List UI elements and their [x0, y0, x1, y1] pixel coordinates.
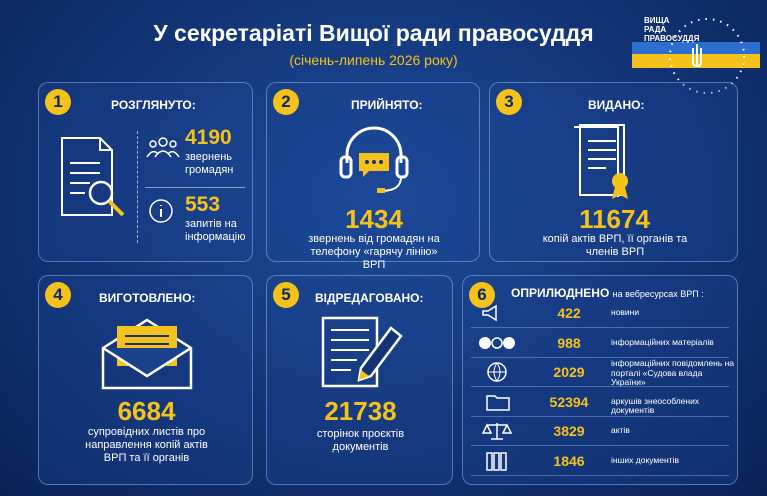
- card: 3 ВИДАНО: 11674 копій актів ВРП, її орга…: [489, 82, 738, 262]
- card: 2 ПРИЙНЯТО: 1434 звернень від громадян н…: [266, 82, 480, 271]
- row-value: 52394: [549, 393, 589, 410]
- row-icon: [482, 304, 497, 322]
- subtitle: (січень-липень 2026 року): [289, 52, 458, 68]
- headset-icon: [339, 126, 409, 193]
- publication-row: 422 новини: [471, 299, 729, 328]
- stat-text: звернень громадян: [185, 151, 234, 176]
- card-heading: ВИДАНО:: [588, 98, 645, 112]
- certificate-icon: [574, 124, 628, 199]
- badge: 2: [273, 89, 299, 115]
- publication-row: 988 інформаційних матеріалів: [471, 329, 729, 358]
- card: 1 РОЗГЛЯНУТО: 4190 звернень громадян 553…: [38, 82, 253, 262]
- row-icon: [481, 423, 513, 440]
- logo-line: ПРАВОСУДДЯ: [644, 34, 700, 43]
- info-icon: [149, 199, 173, 223]
- card-heading: ВІДРЕДАГОВАНО:: [315, 291, 424, 305]
- logo: ВИЩА РАДА ПРАВОСУДДЯ: [632, 12, 760, 98]
- row-icon: [487, 362, 507, 382]
- title: У секретаріаті Вищої ради правосуддя: [153, 20, 594, 46]
- row-text: новини: [611, 307, 640, 317]
- row-icon: [479, 336, 515, 349]
- publication-row: 1846 інших документів: [471, 447, 729, 476]
- stat-value: 21738: [324, 396, 397, 426]
- stat-value: 553: [185, 193, 221, 216]
- stat-text: сторінок проєктів документів: [316, 428, 405, 453]
- people-icon: [146, 137, 180, 158]
- stat-value: 11674: [579, 204, 650, 234]
- publication-row: 3829 актів: [471, 417, 729, 446]
- row-text: інформаційних повідомлень на порталі «Су…: [611, 358, 735, 387]
- stat-text: запитів на інформацію: [185, 218, 246, 243]
- badge: 1: [45, 89, 71, 115]
- row-text: актів: [611, 425, 630, 435]
- row-text: аркушів знеособлених документів: [611, 395, 700, 415]
- badge: 3: [496, 89, 522, 115]
- row-value: 988: [557, 334, 581, 351]
- badge: 5: [273, 282, 299, 308]
- row-text: інформаційних матеріалів: [611, 336, 714, 347]
- badge: 4: [45, 282, 71, 308]
- card-heading: ПРИЙНЯТО:: [351, 98, 423, 112]
- stat-text: копій актів ВРП, її органів та членів ВР…: [542, 233, 688, 258]
- row-value: 3829: [553, 423, 585, 439]
- stat-text: супровідних листів про направлення копій…: [85, 426, 208, 464]
- row-icon: [486, 394, 510, 411]
- card: 4 ВИГОТОВЛЕНО: 6684 супровідних листів п…: [38, 275, 253, 485]
- publication-row: 52394 аркушів знеособлених документів: [471, 388, 729, 417]
- logo-line: РАДА: [644, 25, 667, 34]
- card-heading: ВИГОТОВЛЕНО:: [99, 291, 196, 305]
- row-value: 2029: [553, 364, 585, 380]
- edit-icon: [321, 316, 403, 388]
- card: 5 ВІДРЕДАГОВАНО: 21738 сторінок проєктів…: [266, 275, 453, 485]
- envelope-icon: [101, 318, 193, 390]
- row-value: 1846: [553, 452, 585, 469]
- document-icon: [61, 137, 125, 217]
- card-heading: РОЗГЛЯНУТО:: [111, 98, 196, 112]
- row-icon: [486, 451, 507, 471]
- row-text: інших документів: [611, 454, 679, 465]
- stat-value: 6684: [117, 396, 176, 426]
- stat-value: 1434: [345, 204, 403, 234]
- card-subheading: на вебресурсах ВРП :: [612, 289, 704, 299]
- card: 6 ОПРИЛЮДНЕНО на вебресурсах ВРП : 422 но…: [462, 275, 738, 485]
- card-heading-main: ОПРИЛЮДНЕНО: [511, 286, 610, 300]
- logo-flag: [632, 18, 760, 94]
- row-value: 422: [557, 305, 581, 321]
- logo-line: ВИЩА: [644, 16, 670, 25]
- publication-row: 2029 інформаційних повідомлень на порталі…: [471, 358, 734, 387]
- card-heading: ОПРИЛЮДНЕНО на вебресурсах ВРП :: [511, 286, 704, 300]
- badge: 6: [469, 282, 495, 308]
- stat-value: 4190: [185, 126, 232, 149]
- stat-text: звернень від громадян на телефону «гаряч…: [308, 233, 440, 271]
